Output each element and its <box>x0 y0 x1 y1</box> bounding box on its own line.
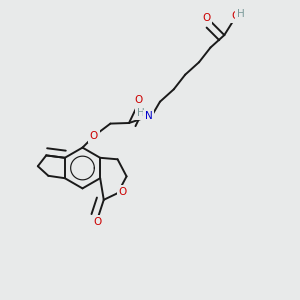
Text: O: O <box>231 11 239 22</box>
Text: O: O <box>134 95 142 105</box>
Text: O: O <box>94 217 102 227</box>
Text: O: O <box>202 13 210 23</box>
Text: H: H <box>137 108 145 118</box>
Text: O: O <box>90 131 98 141</box>
Text: O: O <box>119 187 127 197</box>
Text: H: H <box>237 9 245 19</box>
Text: N: N <box>145 111 152 122</box>
